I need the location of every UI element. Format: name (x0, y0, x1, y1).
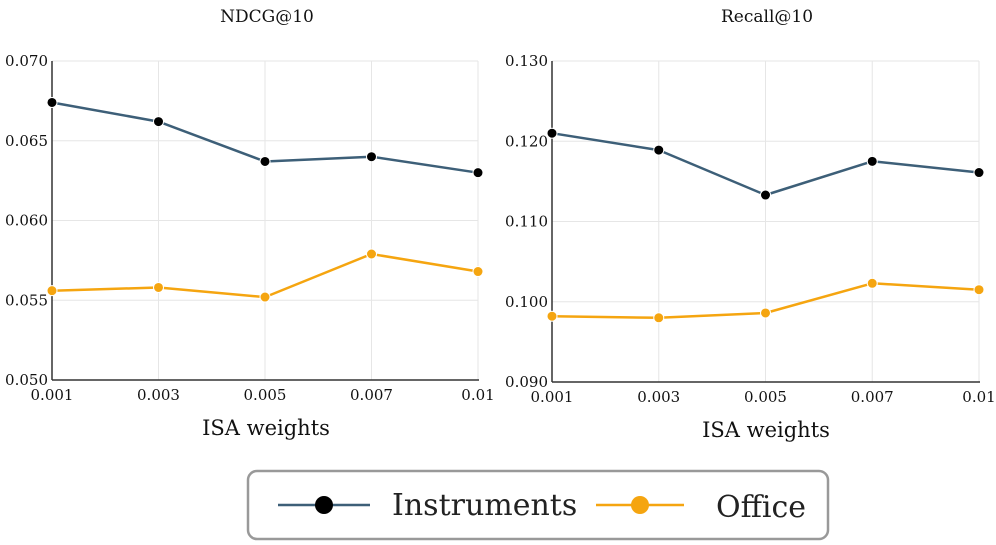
y-tick-label: 0.130 (505, 52, 548, 70)
grid (551, 60, 980, 383)
x-tick-label: 0.003 (137, 386, 180, 404)
legend: Instruments Office (246, 469, 830, 541)
x-tick-label: 0.007 (350, 386, 393, 404)
legend-label-instruments: Instruments (392, 488, 577, 523)
x-tick-label: 0.01 (962, 388, 995, 406)
y-tick-label: 0.050 (5, 371, 48, 389)
x-tick-label: 0.01 (461, 386, 494, 404)
y-tick-label: 0.065 (5, 132, 48, 150)
x-axis-label: ISA weights (202, 416, 330, 440)
data-point-office (866, 277, 878, 289)
legend-marker-instruments (315, 496, 333, 514)
data-point-instruments (472, 167, 484, 179)
y-tick-label: 0.110 (505, 213, 548, 231)
data-point-instruments (546, 127, 558, 139)
chart-recall: Recall@10 0.090 0.100 0.110 0.120 0.130 0.00… (505, 7, 996, 442)
y-tick-label: 0.120 (505, 132, 548, 150)
data-point-office (153, 281, 164, 293)
legend-marker-office (631, 496, 649, 514)
data-point-instruments (760, 189, 771, 201)
y-tick-label: 0.090 (505, 373, 548, 391)
data-point-office (546, 310, 558, 322)
y-ticks: 0.050 0.055 0.060 0.065 0.070 (5, 52, 48, 389)
data-point-instruments (46, 96, 58, 108)
x-tick-label: 0.003 (637, 388, 680, 406)
chart-title: Recall@10 (721, 7, 813, 27)
x-tick-label: 0.001 (531, 388, 574, 406)
data-point-office (760, 307, 771, 319)
data-point-office (973, 284, 985, 296)
data-point-instruments (153, 116, 164, 128)
data-point-office (46, 285, 58, 297)
x-tick-label: 0.005 (244, 386, 287, 404)
data-point-office (472, 266, 484, 278)
y-tick-label: 0.060 (5, 212, 48, 230)
axes (551, 61, 980, 383)
data-point-instruments (259, 155, 271, 167)
data-point-instruments (366, 151, 377, 163)
data-point-instruments (973, 167, 985, 179)
x-tick-label: 0.005 (744, 388, 787, 406)
y-tick-label: 0.070 (5, 52, 48, 70)
series (546, 127, 985, 324)
data-point-office (653, 312, 665, 324)
chart-title: NDCG@10 (220, 7, 314, 27)
legend-label-office: Office (716, 490, 806, 525)
x-axis-label: ISA weights (702, 418, 830, 442)
data-point-instruments (866, 155, 878, 167)
x-tick-label: 0.001 (31, 386, 74, 404)
grid (51, 60, 479, 381)
data-point-instruments (653, 144, 665, 156)
x-ticks: 0.001 0.003 0.005 0.007 0.01 (31, 386, 495, 404)
x-tick-label: 0.007 (851, 388, 894, 406)
x-ticks: 0.001 0.003 0.005 0.007 0.01 (531, 388, 996, 406)
y-tick-label: 0.055 (5, 291, 48, 309)
y-ticks: 0.090 0.100 0.110 0.120 0.130 (505, 52, 548, 391)
legend-box (246, 469, 830, 541)
y-tick-label: 0.100 (505, 293, 548, 311)
data-point-office (366, 248, 377, 260)
axes (51, 61, 479, 381)
data-point-office (259, 291, 271, 303)
series (46, 96, 484, 303)
